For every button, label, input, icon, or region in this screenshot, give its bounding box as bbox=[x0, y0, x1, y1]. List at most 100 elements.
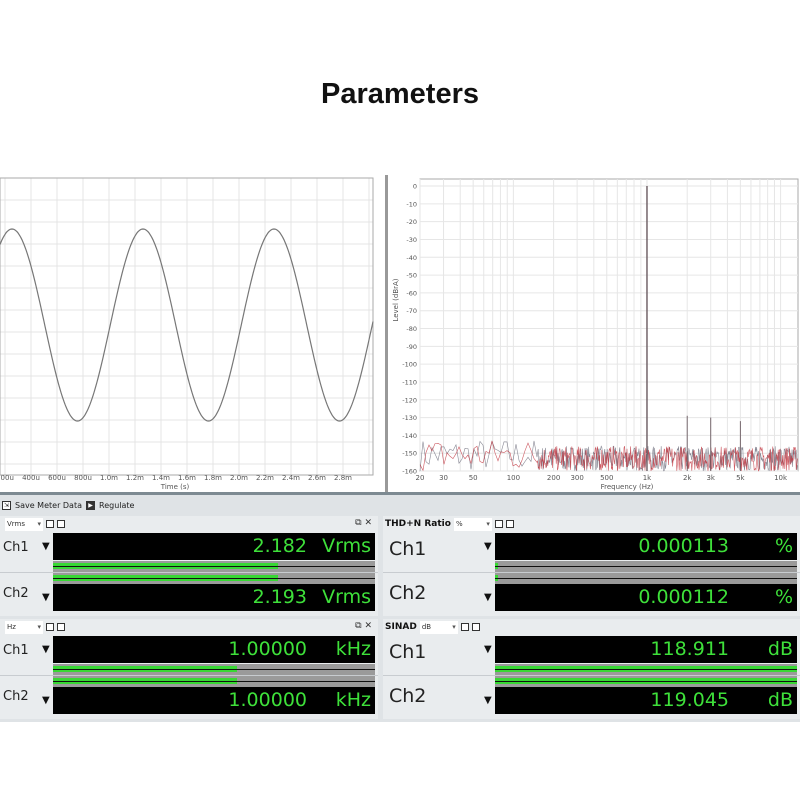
meter-unit: dB bbox=[767, 638, 793, 660]
x-tick-label: 1.6m bbox=[178, 474, 196, 482]
x-tick-label: 1.4m bbox=[152, 474, 170, 482]
channel-dropdown-icon[interactable]: ▼ bbox=[484, 592, 492, 603]
y-tick-label: -100 bbox=[402, 361, 417, 369]
y-tick-label: -90 bbox=[406, 343, 417, 351]
save-meter-data-button[interactable]: Save Meter Data bbox=[15, 500, 82, 510]
x-tick-label: 100 bbox=[507, 474, 520, 482]
plot-frame bbox=[419, 178, 799, 472]
spectrum-y-axis-label: Level (dBrA) bbox=[392, 278, 400, 321]
channel-readout: 0.000112 % bbox=[495, 584, 797, 611]
x-tick-label: 1.8m bbox=[204, 474, 222, 482]
unit-select[interactable]: dB bbox=[419, 620, 458, 634]
y-tick-label: -160 bbox=[402, 468, 417, 476]
y-tick-label: 0 bbox=[413, 183, 417, 191]
scope-frame bbox=[0, 177, 374, 476]
y-tick-label: -40 bbox=[406, 254, 417, 262]
row-divider bbox=[383, 675, 800, 676]
x-tick-label: 30 bbox=[439, 474, 448, 482]
x-tick-label: 5k bbox=[736, 474, 745, 482]
y-tick-label: -80 bbox=[406, 325, 417, 333]
spectrum-x-axis-label: Frequency (Hz) bbox=[601, 483, 654, 491]
display-options-icon[interactable] bbox=[46, 520, 54, 528]
meter-panel: THD+N Ratio % Ch1 ▼ 0.000113 % Ch2 ▼ 0.00… bbox=[383, 516, 800, 616]
row-divider bbox=[0, 572, 378, 573]
meter-panel: SINAD dB Ch1 ▼ 118.911 dB Ch2 ▼ 119.045 d… bbox=[383, 619, 800, 719]
settings-icon[interactable] bbox=[57, 520, 65, 528]
meter-value: 1.00000 bbox=[228, 689, 307, 711]
channel-readout: 1.00000 kHz bbox=[53, 636, 375, 663]
meter-panel: Vrms ⧉ ✕ Ch1 ▼ 2.182 Vrms Ch2 ▼ 2.193 Vrms bbox=[0, 516, 378, 616]
channel-readout: 1.00000 kHz bbox=[53, 687, 375, 714]
channel-dropdown-icon[interactable]: ▼ bbox=[42, 592, 50, 603]
channel-dropdown-icon[interactable]: ▼ bbox=[42, 644, 50, 655]
ch1-spectrum-trace bbox=[419, 440, 798, 472]
popout-close-icons[interactable]: ⧉ ✕ bbox=[355, 621, 372, 631]
meter-unit: % bbox=[774, 586, 793, 608]
regulate-button[interactable]: Regulate bbox=[99, 500, 135, 510]
x-tick-label: 800u bbox=[74, 474, 92, 482]
channel-dropdown-icon[interactable]: ▼ bbox=[484, 695, 492, 706]
row-divider bbox=[0, 675, 378, 676]
meter-unit: kHz bbox=[335, 689, 371, 711]
save-icon: ⇲ bbox=[2, 500, 11, 510]
y-tick-label: -70 bbox=[406, 307, 417, 315]
channel-readout: 2.193 Vrms bbox=[53, 584, 375, 611]
splitter[interactable] bbox=[385, 175, 388, 493]
spectrum-chart: 0 -10 -20 -30 -40 -50 -60 -70 -80 -90 -100 -110 -120… bbox=[385, 175, 799, 493]
settings-icon[interactable] bbox=[57, 623, 65, 631]
meter-value: 118.911 bbox=[650, 638, 729, 660]
x-tick-label: 1.2m bbox=[126, 474, 144, 482]
x-tick-label: 200 bbox=[547, 474, 560, 482]
y-tick-label: -150 bbox=[402, 450, 417, 458]
unit-select[interactable]: Vrms bbox=[5, 517, 43, 531]
meter-unit: % bbox=[774, 535, 793, 557]
channel-dropdown-icon[interactable]: ▼ bbox=[484, 644, 492, 655]
x-tick-label: 1k bbox=[643, 474, 652, 482]
channel-label: Ch2 bbox=[389, 685, 427, 707]
meter-unit: kHz bbox=[335, 638, 371, 660]
x-tick-label: 2k bbox=[683, 474, 692, 482]
meter-value: 0.000113 bbox=[638, 535, 729, 557]
x-tick-label: 2.8m bbox=[334, 474, 352, 482]
x-tick-label: 2.6m bbox=[308, 474, 326, 482]
display-options-icon[interactable] bbox=[460, 623, 469, 631]
x-tick-label: 20 bbox=[416, 474, 425, 482]
channel-dropdown-icon[interactable]: ▼ bbox=[484, 541, 492, 552]
sine-wave-trace bbox=[0, 228, 374, 422]
meter-header: Vrms ⧉ ✕ bbox=[0, 516, 378, 532]
x-tick-label: 500 bbox=[600, 474, 613, 482]
unit-select[interactable]: % bbox=[453, 517, 492, 531]
channel-dropdown-icon[interactable]: ▼ bbox=[42, 695, 50, 706]
channel-readout: 118.911 dB bbox=[495, 636, 797, 663]
x-tick-label: 2.4m bbox=[282, 474, 300, 482]
x-tick-label: 2.0m bbox=[230, 474, 248, 482]
meter-header: THD+N Ratio % bbox=[383, 516, 800, 532]
channel-label: Ch2 bbox=[3, 689, 29, 704]
meter-value: 2.182 bbox=[252, 535, 307, 557]
display-options-icon[interactable] bbox=[494, 520, 503, 528]
x-tick-label: 2.2m bbox=[256, 474, 274, 482]
x-tick-label: 600u bbox=[48, 474, 66, 482]
settings-icon[interactable] bbox=[471, 623, 480, 631]
meter-title: SINAD bbox=[385, 622, 417, 632]
channel-readout: 0.000113 % bbox=[495, 533, 797, 560]
meter-unit: Vrms bbox=[322, 586, 371, 608]
x-tick-label: 1.0m bbox=[100, 474, 118, 482]
x-tick-label: 400u bbox=[22, 474, 40, 482]
channel-readout: 2.182 Vrms bbox=[53, 533, 375, 560]
settings-icon[interactable] bbox=[505, 520, 514, 528]
meter-value: 2.193 bbox=[252, 586, 307, 608]
x-tick-label: 10k bbox=[774, 474, 788, 482]
channel-dropdown-icon[interactable]: ▼ bbox=[42, 541, 50, 552]
x-tick-label: 50 bbox=[469, 474, 478, 482]
channel-readout: 119.045 dB bbox=[495, 687, 797, 714]
unit-select[interactable]: Hz bbox=[5, 620, 43, 634]
display-options-icon[interactable] bbox=[46, 623, 54, 631]
meter-value: 119.045 bbox=[650, 689, 729, 711]
meter-header: Hz ⧉ ✕ bbox=[0, 619, 378, 635]
meter-unit: dB bbox=[767, 689, 793, 711]
page-title: Parameters bbox=[321, 78, 479, 110]
popout-close-icons[interactable]: ⧉ ✕ bbox=[355, 518, 372, 528]
y-tick-label: -60 bbox=[406, 289, 417, 297]
splitter-bar[interactable] bbox=[0, 492, 800, 495]
